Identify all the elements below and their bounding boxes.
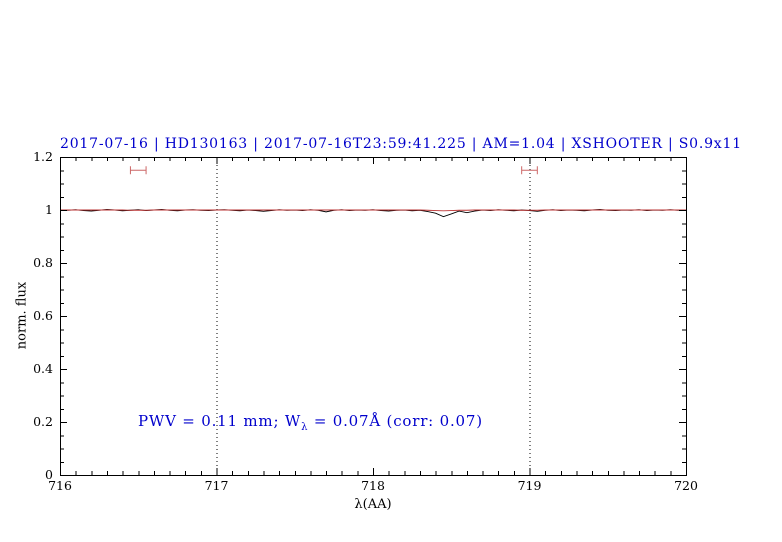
x-axis-title: λ(AA): [354, 497, 392, 512]
tick-label: 716: [48, 478, 72, 493]
tick-label: 1: [45, 202, 53, 217]
tick-label: 719: [518, 478, 542, 493]
pwv-annotation-prefix: PWV = 0.11 mm; W: [138, 412, 302, 430]
tick-label: 0.6: [33, 308, 53, 323]
dotted-reference-lines: [216, 157, 531, 475]
model-line: [60, 209, 686, 212]
telluric-line-markers: [129, 166, 538, 175]
plot-title: 2017-07-16 | HD130163 | 2017-07-16T23:59…: [60, 136, 742, 152]
tick-label: 0.4: [33, 361, 53, 376]
tick-label: 0.2: [33, 414, 53, 429]
pwv-annotation-suffix: = 0.07Å (corr: 0.07): [308, 412, 483, 430]
pwv-annotation: PWV = 0.11 mm; Wλ = 0.07Å (corr: 0.07): [138, 412, 483, 433]
tick-label: 0: [45, 467, 53, 482]
tick-labels: 716 717 718 719 720 0 0.2 0.4 0.6 0.8 1 1.2: [33, 149, 698, 493]
tick-label: 717: [205, 478, 229, 493]
tick-label: 718: [361, 478, 385, 493]
pwv-annotation-lambda-subscript: λ: [301, 422, 309, 433]
axis-ticks: [60, 157, 687, 476]
tick-label: 0.8: [33, 255, 53, 270]
spectrum-line: [59, 209, 687, 218]
tick-label: 720: [674, 478, 698, 493]
plot-frame: [60, 157, 687, 476]
tick-label: 1.2: [33, 149, 53, 164]
